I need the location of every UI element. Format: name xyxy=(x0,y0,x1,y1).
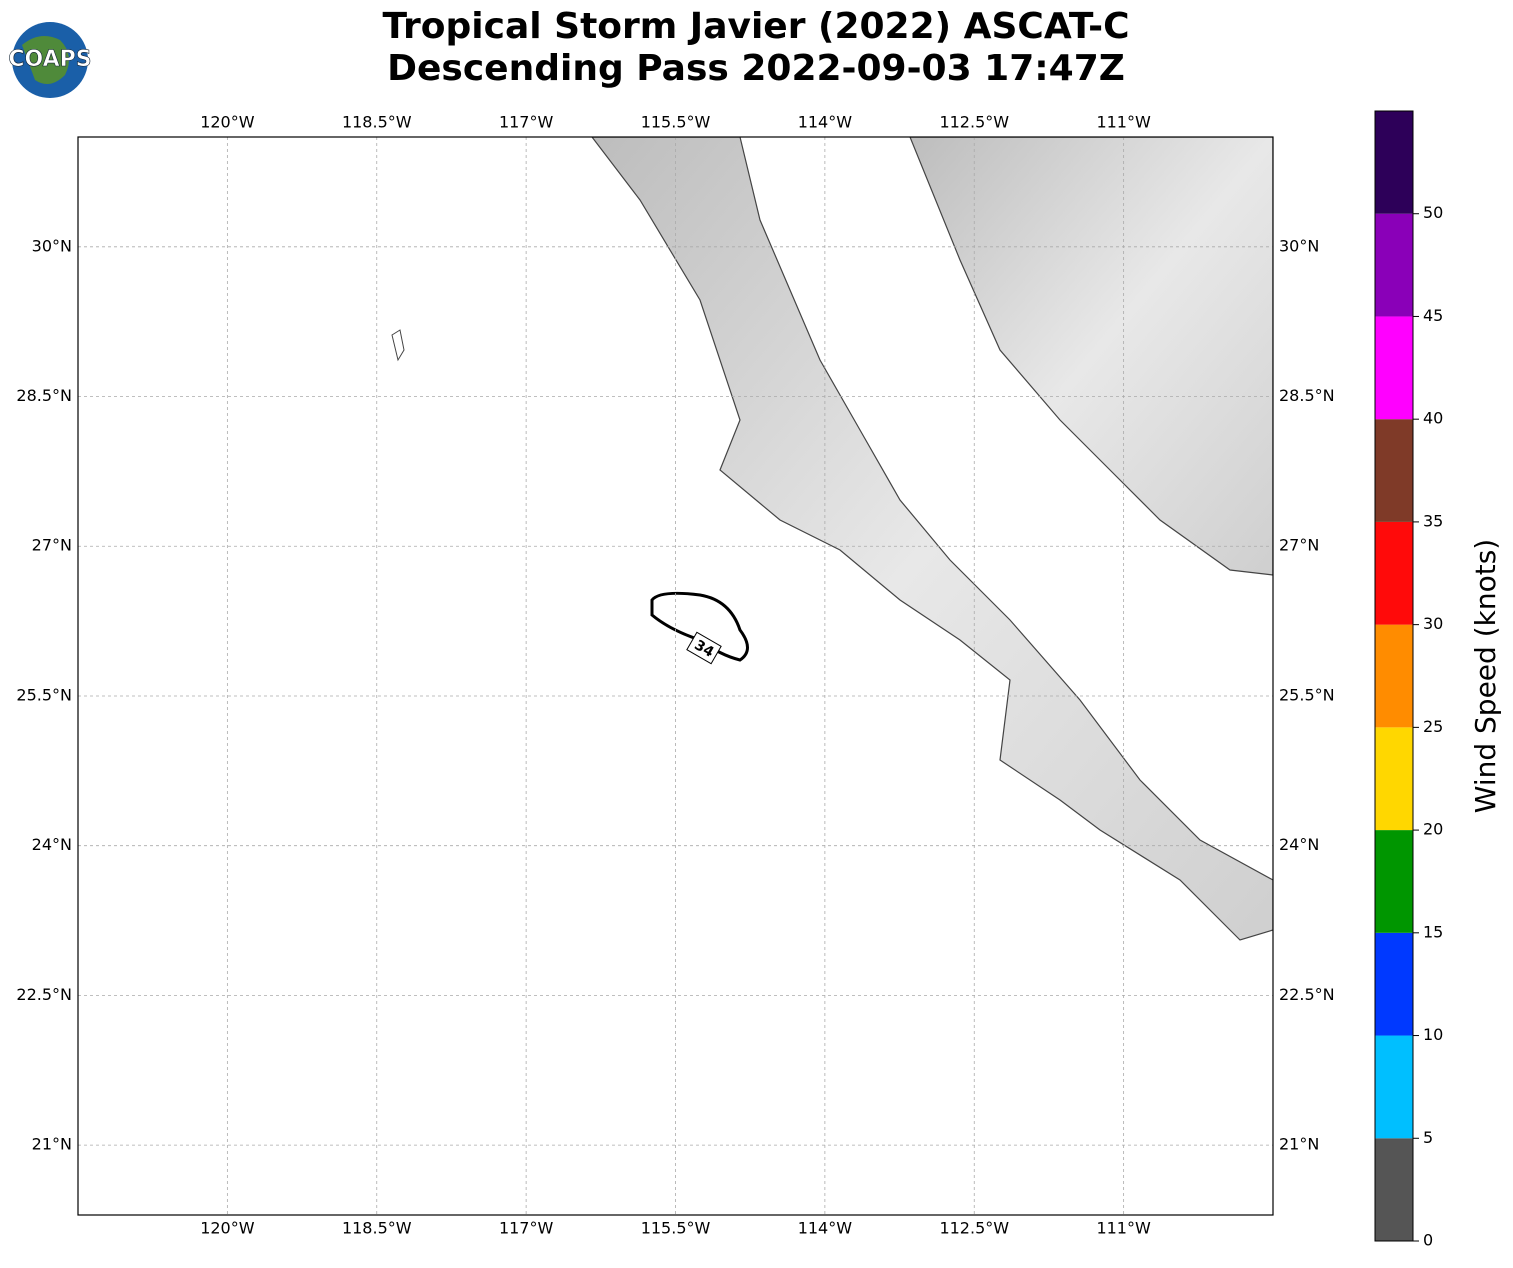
logo-text: COAPS xyxy=(8,47,91,72)
y-tick-label: 21°N xyxy=(32,1135,72,1154)
x-tick-label: 111°W xyxy=(1096,1219,1151,1238)
x-tick-label: 117°W xyxy=(499,1219,554,1238)
colorbar-tick-label: 30 xyxy=(1423,614,1443,633)
x-tick-label: 115.5°W xyxy=(641,1219,711,1238)
colorbar-frame xyxy=(1374,110,1414,1242)
map-land: 34 xyxy=(78,137,1273,1215)
colorbar-tick-label: 20 xyxy=(1423,820,1443,839)
x-tick-label: 115.5°W xyxy=(641,113,711,132)
colorbar-tick-label: 35 xyxy=(1423,511,1443,530)
contour-label-box xyxy=(686,631,722,665)
colorbar-label: Wind Speed (knots) xyxy=(1469,539,1502,813)
colorbar-segment xyxy=(1375,419,1413,522)
colorbar-segment xyxy=(1375,111,1413,214)
y-tick-label: 28.5°N xyxy=(16,386,72,405)
colorbar-tick-label: 40 xyxy=(1423,409,1443,428)
y-tick-label: 27°N xyxy=(32,536,72,555)
colorbar-tick-label: 5 xyxy=(1423,1128,1433,1147)
y-tick-label: 28.5°N xyxy=(1279,386,1335,405)
colorbar-tick-label: 25 xyxy=(1423,717,1443,736)
y-tick-label: 27°N xyxy=(1279,536,1319,555)
baja-peninsula xyxy=(591,137,1273,941)
colorbar-segment xyxy=(1375,1138,1413,1241)
y-tick-label: 30°N xyxy=(32,236,72,255)
x-tick-label: 114°W xyxy=(798,113,853,132)
y-tick-label: 22.5°N xyxy=(16,985,72,1004)
colorbar-segment xyxy=(1375,316,1413,420)
x-tick-label: 111°W xyxy=(1096,113,1151,132)
colorbar-segment xyxy=(1375,727,1413,831)
y-tick-label: 21°N xyxy=(1279,1135,1319,1154)
x-tick-label: 112.5°W xyxy=(939,1219,1009,1238)
colorbar-tick-label: 50 xyxy=(1423,203,1443,222)
colorbar-tick-label: 45 xyxy=(1423,306,1443,325)
x-tick-label: 120°W xyxy=(200,113,255,132)
x-tick-label: 114°W xyxy=(798,1219,853,1238)
y-tick-label: 25.5°N xyxy=(1279,685,1335,704)
colorbar-segment xyxy=(1375,1035,1413,1139)
colorbar-segment xyxy=(1375,624,1413,728)
colorbar-segment xyxy=(1375,830,1413,933)
colorbar-segment xyxy=(1375,932,1413,1036)
y-tick-label: 24°N xyxy=(1279,835,1319,854)
y-tick-label: 25.5°N xyxy=(16,685,72,704)
colorbar-tick-label: 0 xyxy=(1423,1231,1433,1250)
y-tick-label: 24°N xyxy=(32,835,72,854)
y-tick-label: 22.5°N xyxy=(1279,985,1335,1004)
title-line: Descending Pass 2022-09-03 17:47Z xyxy=(387,48,1125,89)
x-tick-label: 120°W xyxy=(200,1219,255,1238)
colorbar-tick-label: 10 xyxy=(1423,1025,1443,1044)
colorbar-tick-label: 15 xyxy=(1423,922,1443,941)
y-tick-label: 30°N xyxy=(1279,236,1319,255)
x-tick-label: 118.5°W xyxy=(342,1219,412,1238)
title-line: Tropical Storm Javier (2022) ASCAT-C xyxy=(382,6,1129,47)
island xyxy=(391,329,405,362)
colorbar-segment xyxy=(1375,521,1413,625)
x-tick-label: 117°W xyxy=(499,113,554,132)
contour-34kt xyxy=(650,591,749,662)
logo: COAPS xyxy=(8,22,92,98)
plot-frame xyxy=(77,136,1274,1216)
x-tick-label: 112.5°W xyxy=(939,113,1009,132)
logo-land xyxy=(22,36,69,84)
mainland xyxy=(909,137,1273,576)
x-tick-label: 118.5°W xyxy=(342,113,412,132)
colorbar-segment xyxy=(1375,213,1413,317)
